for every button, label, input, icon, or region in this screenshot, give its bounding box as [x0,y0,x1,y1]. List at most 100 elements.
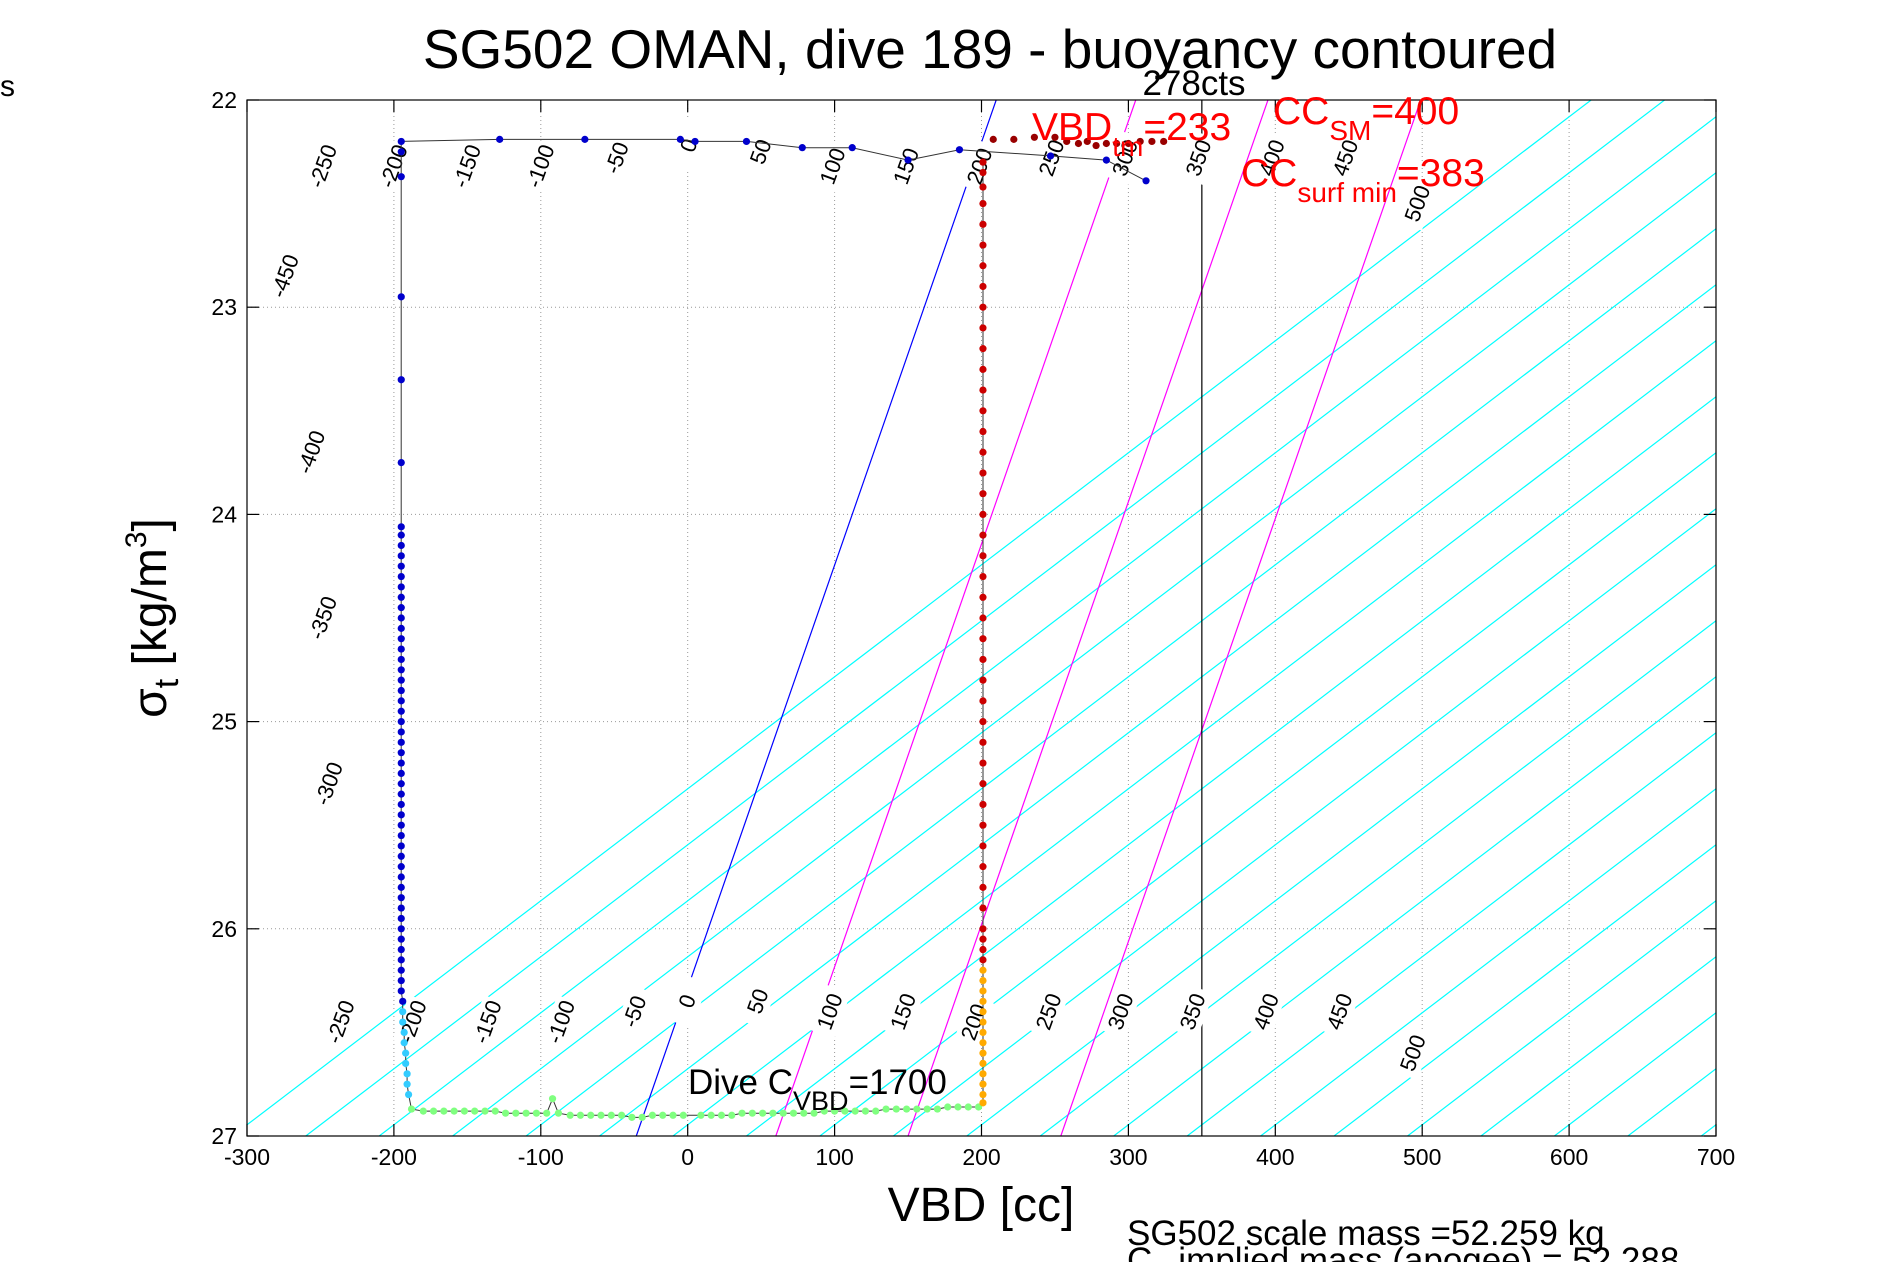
x-ticks: -300 -200 -100 0 100 200 300 400 500 600 700 [224,100,1735,1170]
data-point [402,1049,410,1057]
data-point [543,1109,551,1117]
data-point [979,1049,987,1057]
data-point [397,914,405,923]
data-point [397,945,405,954]
data-point [979,1080,987,1088]
data-point [397,686,405,695]
data-point [501,1109,510,1117]
data-point [397,883,405,891]
data-point [496,135,504,143]
data-point [979,1008,987,1016]
contour-line [1039,620,1716,1136]
x-tick-label: -100 [518,1144,564,1170]
y-label-sub: t [148,678,186,688]
y-ticks: 22 23 24 25 26 27 [211,87,1716,1149]
data-point [979,635,987,643]
data-point [397,655,405,664]
data-point [397,925,405,933]
contour-line [378,116,1716,1136]
y-tick-label: 27 [211,1123,237,1149]
data-point [522,1109,530,1117]
data-point [979,987,987,995]
data-point [1142,177,1150,185]
chart-title: SG502 OMAN, dive 189 - buoyancy contoure… [423,18,1557,80]
contour-line [452,172,1716,1136]
x-tick-label: 300 [1109,1144,1147,1170]
implied-mass-sub: ... [1152,1259,1172,1262]
data-point [397,635,405,643]
vbd-tm-annotation: VBDtm=233 [1032,106,1231,162]
y-tick-label: 26 [211,916,237,942]
data-point [798,144,806,152]
x-tick-label: 100 [815,1144,853,1170]
data-point [397,645,405,653]
data-point [979,407,987,415]
data-point [979,572,987,581]
cc-surf-label: CC [1241,152,1297,195]
data-point [707,1111,715,1119]
data-point [397,831,405,840]
data-point [397,842,405,850]
contour-line [247,100,1592,1126]
contour-label-bg [1100,984,1142,1039]
data-point [979,427,987,436]
contour-label-bg [302,139,344,194]
data-point [460,1107,469,1115]
dive-sub: VBD [793,1086,849,1116]
data-point [659,1111,667,1119]
cc-sm-label: CC [1273,90,1329,133]
implied-mass-prefix: C [1127,1241,1152,1262]
data-point [728,1111,736,1119]
data-point [979,925,987,933]
data-point [923,1105,931,1113]
data-point [679,1111,687,1119]
x-tick-label: 0 [681,1144,694,1170]
data-point [403,1070,411,1078]
data-point [1148,137,1156,146]
x-tick-label: -300 [224,1144,270,1170]
data-point [397,852,405,860]
data-point [397,614,405,622]
data-point [979,759,987,767]
data-point [400,1028,408,1036]
data-point [397,459,405,467]
reference-lines [635,100,1422,1136]
contour-line [1113,676,1716,1136]
data-point [979,490,987,498]
reference-line [907,100,1269,1136]
data-point [979,1090,987,1099]
contour-label-bg [540,995,582,1050]
dive-cvbd-annotation: Dive CVBD=1700 [688,1063,947,1116]
series-climb [979,158,987,964]
data-point [1102,139,1110,148]
data-point [979,345,987,353]
data-point [800,1109,808,1117]
vbd-label: VBD [1032,106,1112,149]
data-point [397,376,405,384]
dive-label: Dive C [688,1063,793,1102]
contour-label-bg [740,124,782,179]
contour-line [966,564,1716,1136]
implied-mass-text: implied mass (apogee) = 52.288 [1178,1241,1679,1262]
contour-line [672,340,1716,1136]
dive-value: =1700 [849,1063,947,1102]
contour-label-bg [886,139,928,194]
contour-label-bg [1319,984,1361,1039]
data-point [397,904,405,912]
data-point [979,220,987,228]
data-point [607,1111,615,1119]
data-point [402,1059,410,1068]
contour-line [1407,900,1716,1136]
data-point [397,821,405,829]
contour-line [746,396,1716,1136]
data-point [979,945,987,954]
data-point [742,137,751,146]
contour-label-bg [1397,176,1439,231]
contour-line [1848,100,1891,1136]
data-point [440,1107,448,1115]
data-point [399,1008,407,1016]
data-point [979,1099,987,1107]
contour-label-bg [302,591,344,645]
data-point [979,1070,987,1078]
